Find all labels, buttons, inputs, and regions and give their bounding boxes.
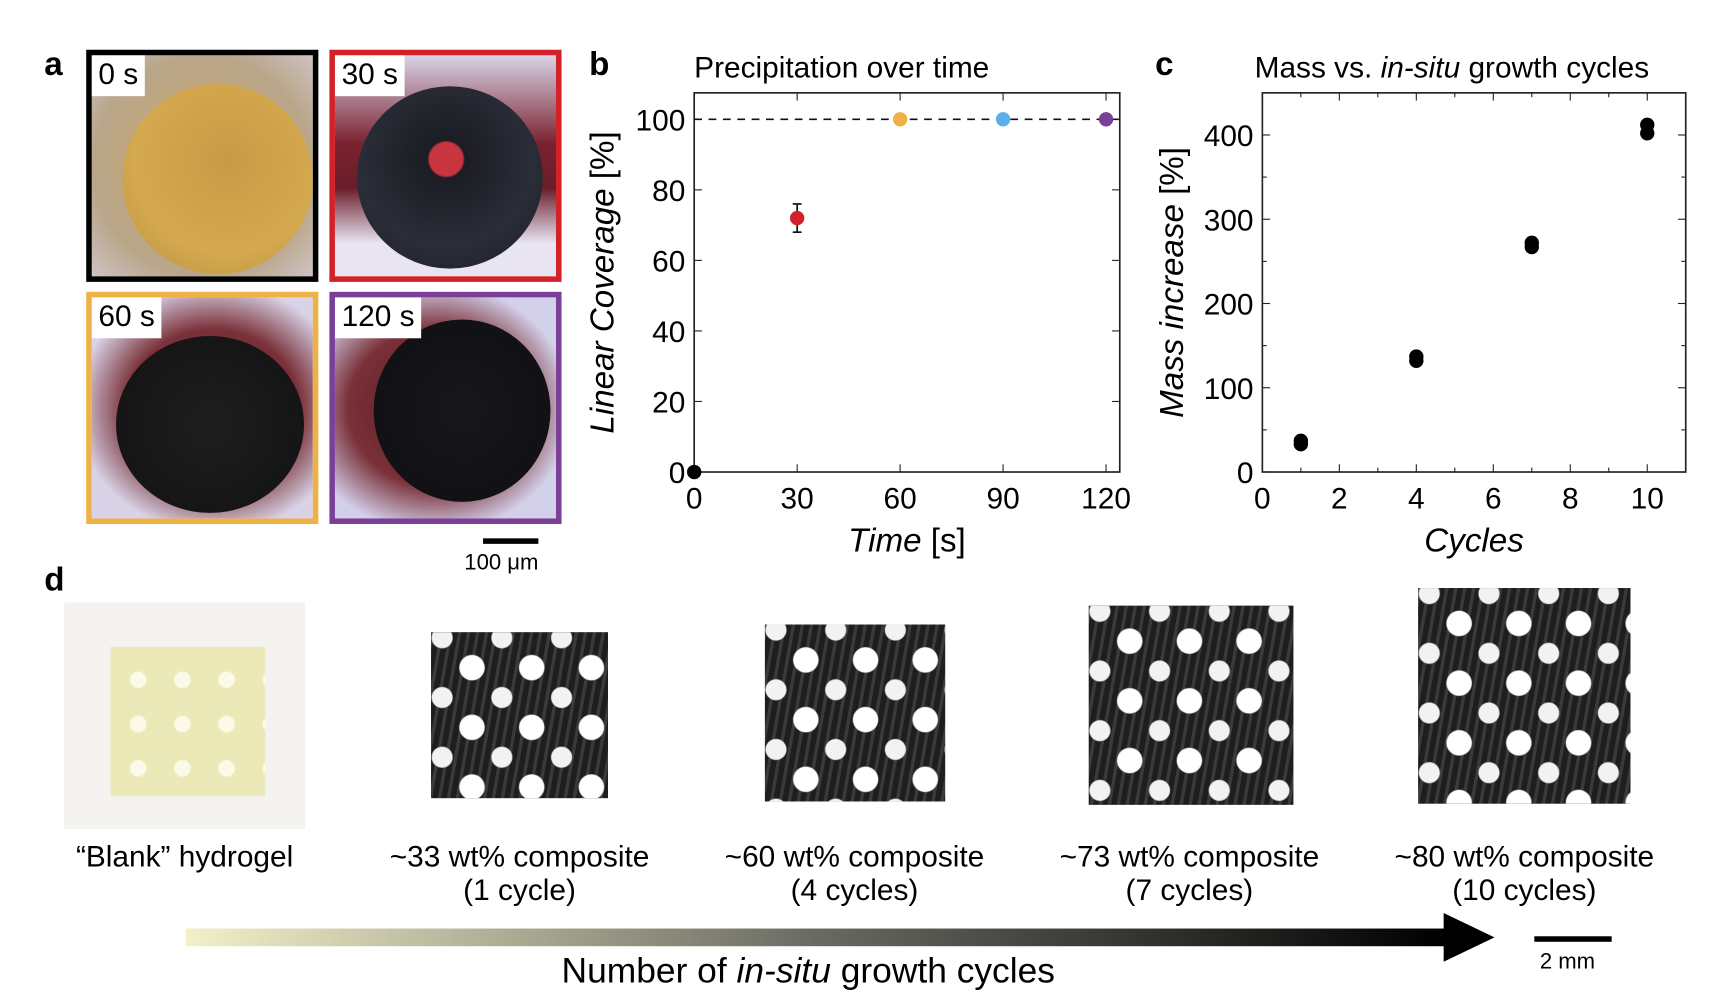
y-tick-label: 0	[669, 457, 686, 490]
data-point	[892, 112, 908, 127]
label-text: growth cycles	[830, 950, 1055, 991]
label-text: Number of	[561, 950, 737, 991]
growth-arrow-label: Number of in-situ growth cycles	[562, 951, 1055, 992]
y-tick-label: 400	[1204, 120, 1254, 153]
y-axis-label: Mass increase [%]	[1154, 147, 1191, 418]
scale-bar	[483, 538, 539, 544]
data-point	[1293, 433, 1309, 449]
y-tick-label: 0	[1237, 457, 1254, 490]
growth-arrow-head	[1443, 913, 1495, 962]
scale-bar-label: 100 μm	[464, 550, 539, 575]
caption-line-2: (10 cycles)	[1452, 873, 1597, 907]
caption-line-1: ~73 wt% composite	[1059, 840, 1320, 874]
panel-label-b: b	[589, 46, 610, 83]
y-axis-label: Linear Coverage [%]	[584, 131, 621, 433]
x-axis-label: Cycles	[1424, 523, 1524, 560]
sample-caption: ~73 wt% composite (7 cycles)	[1013, 840, 1367, 906]
x-tick-label: 4	[1408, 482, 1425, 515]
y-tick-label: 80	[652, 175, 685, 208]
time-label: 60 s	[91, 297, 162, 339]
caption-line-1: ~33 wt% composite	[389, 840, 650, 874]
plot-frame	[1261, 92, 1687, 473]
caption-line-2: (4 cycles)	[790, 873, 919, 907]
fiber-cross-section	[122, 84, 313, 275]
caption-line-2: (1 cycle)	[463, 873, 576, 907]
data-point	[1098, 112, 1114, 127]
scale-bar-2mm	[1534, 936, 1612, 942]
sample-photo-10-cycles	[1418, 588, 1631, 804]
scale-bar-2mm-label: 2 mm	[1539, 949, 1596, 974]
time-label: 30 s	[334, 55, 405, 97]
y-tick-label: 200	[1204, 289, 1254, 322]
micrograph-0s: 0 s	[86, 49, 319, 282]
sample-photo-7-cycles	[1088, 605, 1294, 805]
x-axis-label: Time [s]	[848, 523, 966, 560]
caption-line-1: ~80 wt% composite	[1394, 840, 1655, 874]
fiber-cross-section	[357, 86, 543, 269]
time-label: 120 s	[334, 297, 422, 339]
x-tick-label: 90	[986, 482, 1019, 515]
label-italic: in-situ	[736, 950, 831, 991]
data-point	[1524, 235, 1539, 251]
y-tick-label: 20	[652, 387, 685, 420]
x-tick-label: 120	[1081, 482, 1131, 515]
time-label: 0 s	[91, 55, 145, 97]
data-point	[1409, 349, 1424, 364]
sample-caption: ~60 wt% composite (4 cycles)	[678, 840, 1032, 906]
micrograph-120s: 120 s	[329, 291, 562, 524]
growth-arrow-shaft	[185, 928, 1446, 947]
hydrogel-lattice	[110, 646, 266, 796]
y-tick-label: 100	[1204, 373, 1254, 406]
fiber-cross-section	[116, 336, 304, 513]
caption-line-2: (7 cycles)	[1125, 873, 1254, 907]
x-tick-label: 0	[1254, 482, 1271, 515]
x-tick-label: 60	[884, 482, 917, 515]
y-tick-label: 60	[652, 245, 685, 278]
sample-caption: ~80 wt% composite (10 cycles)	[1347, 840, 1701, 906]
chart-title: Precipitation over time	[694, 51, 989, 84]
x-tick-label: 2	[1331, 482, 1348, 515]
x-tick-label: 0	[686, 482, 703, 515]
panel-label-a: a	[44, 46, 63, 83]
caption-line-1: ~60 wt% composite	[724, 840, 985, 874]
sample-photo-1-cycle	[431, 632, 608, 799]
panel-label-c: c	[1155, 46, 1174, 83]
x-tick-label: 10	[1631, 482, 1664, 515]
sample-photo-4-cycles	[764, 624, 946, 802]
sample-caption: “Blank” hydrogel	[8, 840, 362, 873]
data-point	[1640, 117, 1655, 133]
fiber-cross-section	[373, 319, 551, 502]
sample-photo-blank	[64, 602, 306, 830]
y-tick-label: 100	[636, 104, 686, 137]
chart-title: Mass vs. in-situ growth cycles	[1255, 51, 1650, 84]
sample-caption: ~33 wt% composite (1 cycle)	[343, 840, 697, 906]
plot-frame	[693, 92, 1121, 473]
data-point	[687, 464, 702, 480]
x-tick-label: 30	[781, 482, 814, 515]
x-tick-label: 6	[1485, 482, 1502, 515]
data-point	[789, 210, 805, 226]
micrograph-30s: 30 s	[329, 49, 562, 282]
micrograph-60s: 60 s	[86, 291, 319, 524]
y-tick-label: 40	[652, 316, 685, 349]
x-tick-label: 8	[1562, 482, 1579, 515]
caption-line-1: “Blank” hydrogel	[75, 840, 294, 874]
y-tick-label: 300	[1204, 204, 1254, 237]
data-point	[995, 112, 1011, 127]
panel-label-d: d	[44, 561, 65, 599]
